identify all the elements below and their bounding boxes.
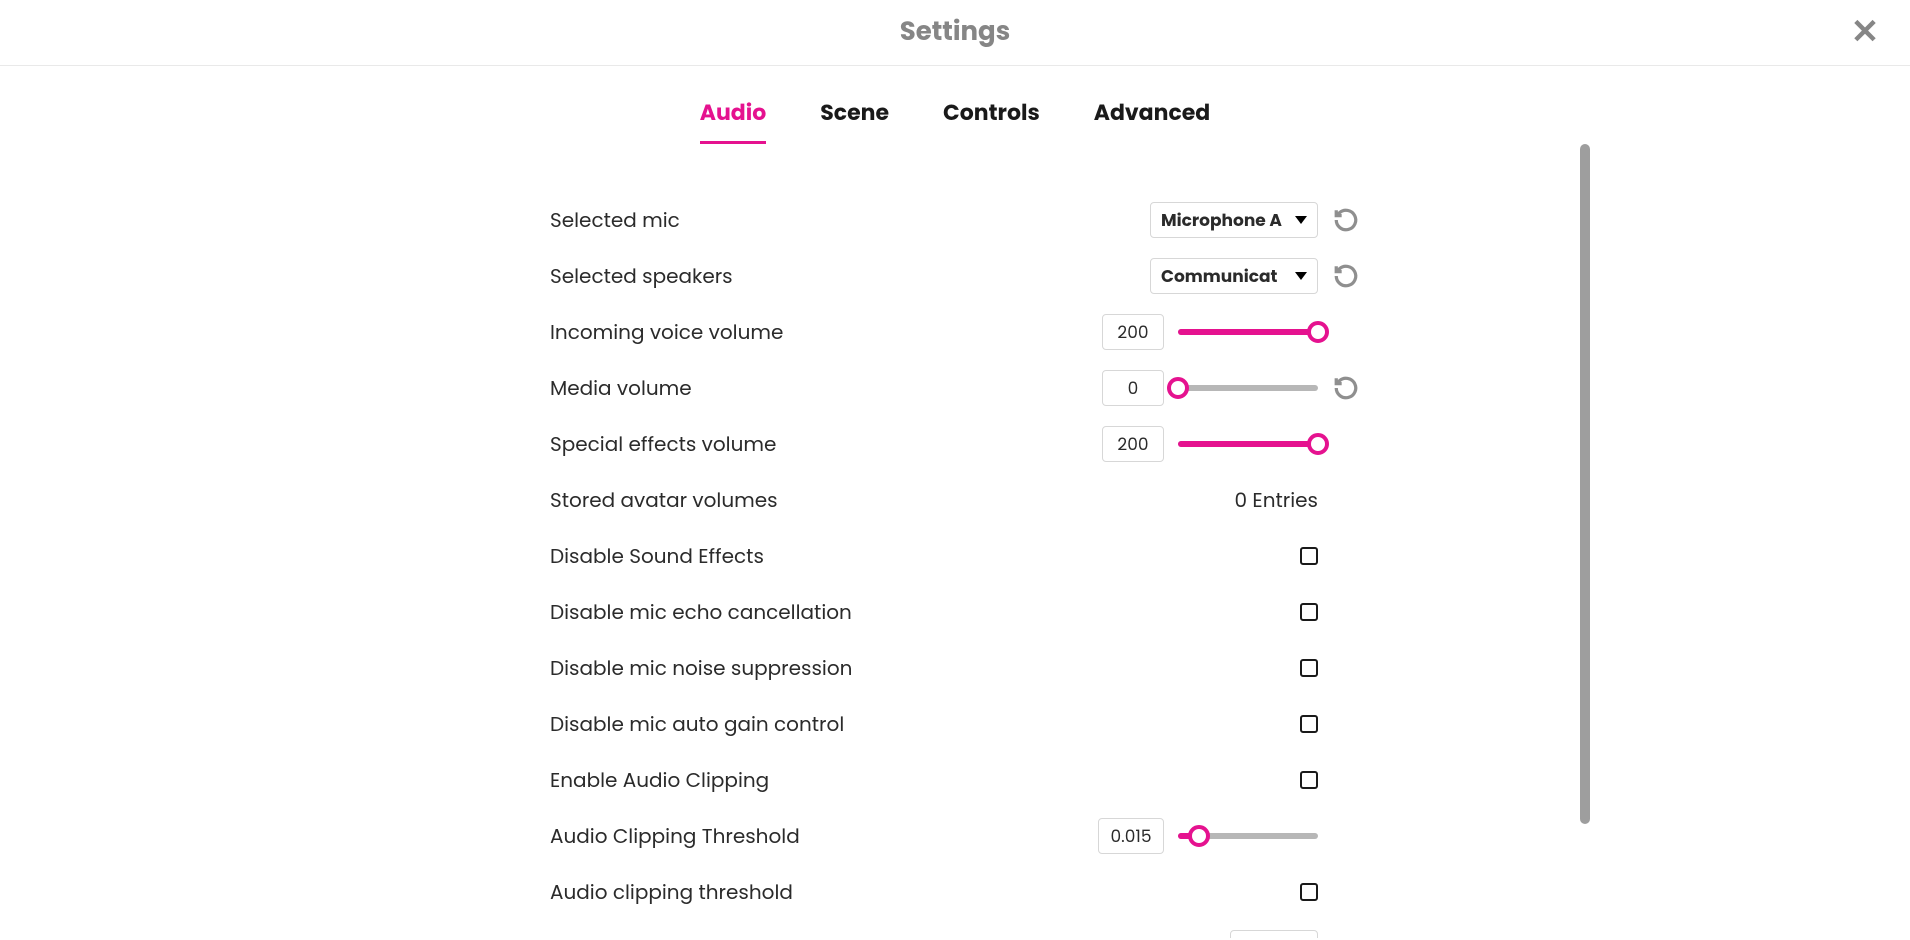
media-volume-slider[interactable]: [1178, 378, 1318, 398]
select-speakers[interactable]: Communicat: [1150, 258, 1318, 294]
label-clip-threshold-slider: Audio Clipping Threshold: [550, 821, 800, 851]
reset-speakers-button[interactable]: [1332, 262, 1360, 290]
slider-thumb[interactable]: [1167, 377, 1189, 399]
label-disable-noise: Disable mic noise suppression: [550, 653, 852, 683]
tab-controls[interactable]: Controls: [943, 96, 1040, 144]
select-panning-value: High: [1243, 935, 1283, 938]
row-disable-agc: Disable mic auto gain control: [550, 696, 1360, 752]
checkbox-disable-noise[interactable]: [1300, 659, 1318, 677]
select-mic-value: Microphone A: [1161, 207, 1282, 233]
label-disable-agc: Disable mic auto gain control: [550, 709, 844, 739]
media-volume-value[interactable]: 0: [1102, 370, 1164, 406]
tab-audio[interactable]: Audio: [700, 96, 766, 144]
checkbox-disable-sfx[interactable]: [1300, 547, 1318, 565]
tabs: Audio Scene Controls Advanced: [0, 96, 1910, 144]
label-sfx-volume: Special effects volume: [550, 429, 776, 459]
label-media-volume: Media volume: [550, 373, 692, 403]
label-selected-speakers: Selected speakers: [550, 261, 733, 291]
row-disable-sfx: Disable Sound Effects: [550, 528, 1360, 584]
checkbox-enable-clipping[interactable]: [1300, 771, 1318, 789]
scrollbar-thumb[interactable]: [1580, 144, 1590, 824]
scrollbar[interactable]: [1580, 144, 1590, 924]
undo-icon: [1333, 207, 1359, 233]
reset-mic-button[interactable]: [1332, 206, 1360, 234]
row-panning-quality: Panning quality High: [550, 920, 1360, 938]
row-clip-threshold-check: Audio clipping threshold: [550, 864, 1360, 920]
close-button[interactable]: ✕: [1848, 14, 1882, 48]
stored-avatar-value: 0 Entries: [1235, 485, 1318, 515]
settings-header: Settings ✕: [0, 0, 1910, 66]
label-incoming-voice: Incoming voice volume: [550, 317, 783, 347]
slider-thumb[interactable]: [1307, 433, 1329, 455]
select-panning-quality[interactable]: High: [1230, 930, 1318, 938]
slider-thumb[interactable]: [1188, 825, 1210, 847]
select-speakers-value: Communicat: [1161, 263, 1277, 289]
checkbox-disable-echo[interactable]: [1300, 603, 1318, 621]
tab-scene[interactable]: Scene: [820, 96, 889, 144]
label-clip-threshold-check: Audio clipping threshold: [550, 877, 793, 907]
row-sfx-volume: Special effects volume 200: [550, 416, 1360, 472]
sfx-volume-value[interactable]: 200: [1102, 426, 1164, 462]
sfx-volume-slider[interactable]: [1178, 434, 1318, 454]
tab-advanced[interactable]: Advanced: [1094, 96, 1211, 144]
row-media-volume: Media volume 0: [550, 360, 1360, 416]
row-incoming-voice: Incoming voice volume 200: [550, 304, 1360, 360]
row-selected-mic: Selected mic Microphone A: [550, 192, 1360, 248]
checkbox-disable-agc[interactable]: [1300, 715, 1318, 733]
label-stored-avatar: Stored avatar volumes: [550, 485, 778, 515]
slider-thumb[interactable]: [1307, 321, 1329, 343]
undo-icon: [1333, 263, 1359, 289]
clip-threshold-value[interactable]: 0.015: [1098, 818, 1164, 854]
close-icon: ✕: [1851, 6, 1880, 57]
slider-track: [1178, 385, 1318, 391]
row-enable-clipping: Enable Audio Clipping: [550, 752, 1360, 808]
undo-icon: [1333, 375, 1359, 401]
slider-fill: [1178, 441, 1318, 447]
row-selected-speakers: Selected speakers Communicat: [550, 248, 1360, 304]
chevron-down-icon: [1295, 272, 1307, 280]
label-panning-quality: Panning quality: [550, 933, 706, 938]
chevron-down-icon: [1295, 216, 1307, 224]
label-disable-echo: Disable mic echo cancellation: [550, 597, 852, 627]
incoming-voice-value[interactable]: 200: [1102, 314, 1164, 350]
clip-threshold-slider[interactable]: [1178, 826, 1318, 846]
reset-media-volume-button[interactable]: [1332, 374, 1360, 402]
row-stored-avatar: Stored avatar volumes 0 Entries: [550, 472, 1360, 528]
slider-fill: [1178, 329, 1318, 335]
row-disable-echo: Disable mic echo cancellation: [550, 584, 1360, 640]
audio-settings-form: Selected mic Microphone A Selected speak…: [550, 192, 1360, 938]
label-enable-clipping: Enable Audio Clipping: [550, 765, 769, 795]
select-mic[interactable]: Microphone A: [1150, 202, 1318, 238]
checkbox-clip-threshold[interactable]: [1300, 883, 1318, 901]
page-title: Settings: [900, 13, 1010, 52]
row-disable-noise: Disable mic noise suppression: [550, 640, 1360, 696]
label-disable-sfx: Disable Sound Effects: [550, 541, 764, 571]
incoming-voice-slider[interactable]: [1178, 322, 1318, 342]
row-clip-threshold-slider: Audio Clipping Threshold 0.015: [550, 808, 1360, 864]
label-selected-mic: Selected mic: [550, 205, 680, 235]
